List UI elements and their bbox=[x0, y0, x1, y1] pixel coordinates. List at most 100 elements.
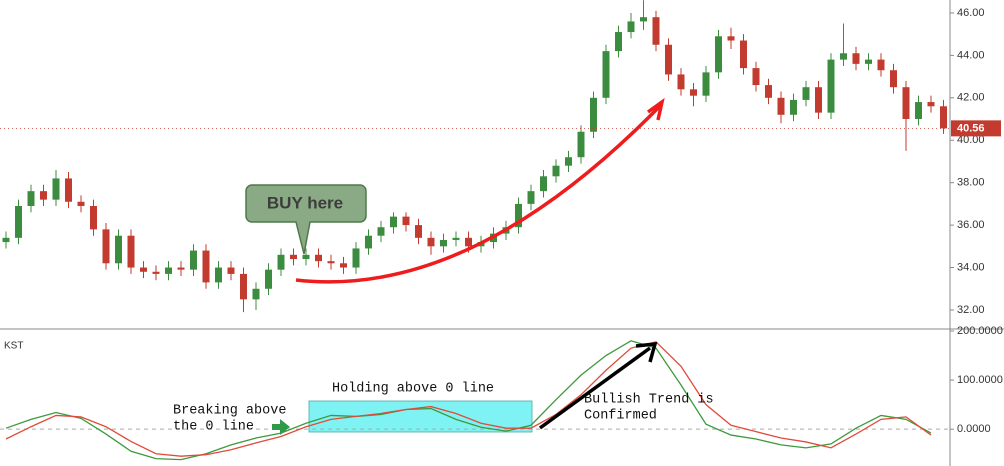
last-price-label: 40.56 bbox=[957, 122, 985, 134]
candle-body bbox=[2, 237, 10, 243]
annotation-line: Confirmed bbox=[584, 409, 657, 424]
candle-body bbox=[740, 40, 747, 69]
annotation-line: the 0 line bbox=[173, 420, 254, 435]
candle-body bbox=[227, 267, 235, 274]
candle-body bbox=[215, 267, 222, 283]
candle-body bbox=[65, 178, 72, 202]
candle-body bbox=[252, 288, 260, 300]
last-price-box bbox=[951, 120, 1001, 137]
candle-body bbox=[15, 206, 22, 238]
candle-body bbox=[590, 97, 597, 132]
buy-label: BUY here bbox=[267, 193, 343, 212]
candle-body bbox=[940, 106, 947, 129]
candle-body bbox=[677, 74, 685, 90]
candle-body bbox=[40, 191, 47, 200]
candle-body bbox=[52, 178, 60, 200]
annotation-line: Holding above 0 line bbox=[332, 382, 494, 397]
price-layer: 32.00 34.00 36.00 38.00 40.00 42.00 44.00 46.00… bbox=[0, 0, 1001, 316]
candle-body bbox=[777, 97, 785, 115]
y-tick-label: 40.00 bbox=[957, 134, 985, 146]
y-tick-label: 46.00 bbox=[957, 7, 985, 19]
candle-body bbox=[690, 89, 697, 96]
black-arrow-head bbox=[635, 341, 658, 363]
candle-body bbox=[602, 51, 610, 98]
candle-body bbox=[277, 254, 285, 270]
candle-body bbox=[852, 53, 860, 64]
candle-body bbox=[627, 21, 635, 33]
candle-body bbox=[727, 36, 735, 41]
candle-body bbox=[102, 229, 110, 264]
candle-body bbox=[427, 237, 435, 247]
candle-body bbox=[202, 250, 210, 283]
candle-body bbox=[90, 206, 97, 230]
candle-body bbox=[827, 59, 835, 113]
y-tick-label: 200.0000 bbox=[957, 325, 1003, 337]
candle-body bbox=[565, 157, 572, 166]
candle-body bbox=[365, 235, 372, 249]
candle-body bbox=[240, 273, 247, 300]
candle-body bbox=[115, 235, 122, 264]
candle-body bbox=[77, 201, 85, 207]
candle-body bbox=[577, 131, 585, 158]
y-tick-label: 42.00 bbox=[957, 92, 985, 104]
candle-body bbox=[815, 87, 822, 113]
y-tick-label: 100.0000 bbox=[957, 374, 1003, 386]
annotations: BUY here Breaking above the 0 line Holdi… bbox=[4, 97, 714, 435]
kst-layer: 0.0000 100.0000 200.0000 bbox=[0, 325, 1003, 461]
candle-body bbox=[802, 87, 810, 100]
annotation-line: Bullish Trend is bbox=[584, 393, 714, 408]
candle-body bbox=[265, 269, 272, 289]
candle-body bbox=[902, 87, 910, 120]
y-tick-label: 44.00 bbox=[957, 49, 985, 61]
candle-body bbox=[752, 68, 760, 86]
candle-body bbox=[552, 165, 560, 177]
y-tick-label: 34.00 bbox=[957, 261, 985, 273]
candle-body bbox=[915, 102, 922, 120]
candle-body bbox=[165, 267, 172, 274]
candle-body bbox=[540, 176, 547, 192]
kst-line bbox=[5, 340, 932, 461]
candle-body bbox=[140, 267, 147, 272]
red-arrow bbox=[295, 104, 662, 284]
pane-title: KST bbox=[4, 341, 23, 352]
y-tick-label: 0.0000 bbox=[957, 423, 991, 435]
buy-bubble bbox=[245, 184, 367, 255]
candle-body bbox=[352, 248, 360, 268]
y-tick-label: 36.00 bbox=[957, 219, 985, 231]
candle-body bbox=[465, 237, 472, 247]
green-arrow bbox=[272, 419, 290, 435]
candle-body bbox=[415, 225, 422, 238]
candle-body bbox=[440, 239, 447, 247]
candle-body bbox=[515, 203, 522, 228]
red-arrow-head bbox=[646, 97, 665, 121]
candle-body bbox=[615, 32, 622, 52]
candle-body bbox=[152, 271, 160, 274]
candle-body bbox=[527, 191, 535, 204]
candle-body bbox=[877, 59, 885, 71]
black-arrow bbox=[538, 346, 652, 430]
annotation-line: Breaking above bbox=[173, 404, 286, 419]
candle-body bbox=[402, 216, 410, 226]
candle-body bbox=[290, 254, 297, 260]
candle-body bbox=[715, 36, 722, 73]
candle-body bbox=[190, 250, 197, 270]
candle-body bbox=[127, 235, 135, 268]
candle-body bbox=[177, 267, 185, 270]
candle-body bbox=[390, 216, 397, 228]
candle-body bbox=[702, 72, 710, 96]
candle-body bbox=[452, 237, 460, 240]
candle-body bbox=[27, 191, 35, 207]
candle-body bbox=[327, 261, 335, 264]
candle-body bbox=[652, 17, 660, 45]
candle-body bbox=[765, 85, 772, 98]
y-tick-label: 32.00 bbox=[957, 304, 985, 316]
candle-body bbox=[640, 17, 647, 22]
candle-body bbox=[865, 59, 872, 64]
y-tick-label: 38.00 bbox=[957, 177, 985, 189]
candle-body bbox=[340, 263, 347, 268]
candle-body bbox=[790, 99, 797, 115]
candle-body bbox=[665, 44, 672, 75]
candle-body bbox=[890, 70, 897, 88]
candle-body bbox=[927, 102, 935, 107]
